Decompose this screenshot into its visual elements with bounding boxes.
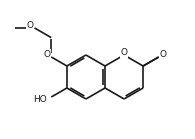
Text: O: O xyxy=(160,50,167,59)
Text: HO: HO xyxy=(33,95,47,104)
Text: O: O xyxy=(27,21,34,30)
Text: O: O xyxy=(121,48,128,57)
Text: O: O xyxy=(43,50,51,59)
